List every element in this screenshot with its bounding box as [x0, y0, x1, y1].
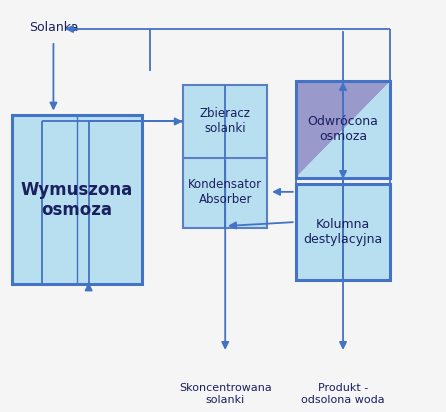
Bar — [296, 81, 390, 178]
Text: Wymuszona
osmoza: Wymuszona osmoza — [21, 180, 132, 219]
Text: Skoncentrowana
solanki: Skoncentrowana solanki — [179, 383, 272, 405]
Text: Produkt -
odsolona woda: Produkt - odsolona woda — [301, 383, 385, 405]
Text: Zbieracz
solanki: Zbieracz solanki — [200, 108, 251, 136]
Text: Solanka: Solanka — [29, 21, 78, 34]
Text: Odwrócona
osmoza: Odwrócona osmoza — [308, 115, 379, 143]
Polygon shape — [296, 81, 390, 178]
Bar — [183, 156, 267, 228]
Bar — [12, 115, 141, 284]
Text: Kondensator
Absorber: Kondensator Absorber — [188, 178, 262, 206]
Text: Kolumna
destylacyjna: Kolumna destylacyjna — [303, 218, 383, 246]
Polygon shape — [296, 81, 390, 178]
Bar — [183, 85, 267, 158]
Bar — [296, 184, 390, 280]
